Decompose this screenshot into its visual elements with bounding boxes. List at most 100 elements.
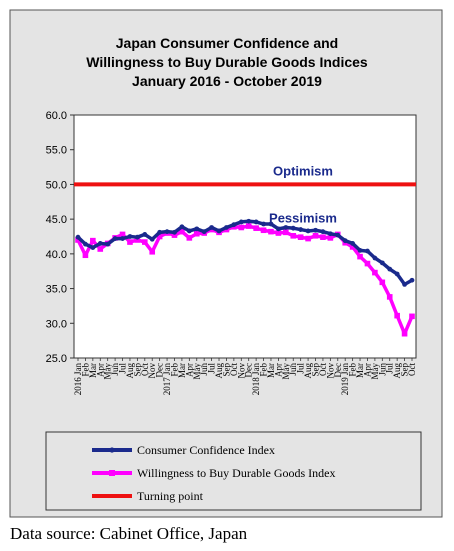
willingness-series-point — [82, 252, 89, 259]
confidence-series-point — [201, 229, 207, 235]
x-tick-label: Sep — [311, 363, 321, 377]
confidence-series-point — [164, 229, 170, 235]
confidence-series-point — [134, 234, 140, 240]
annotation-optimism: Optimism — [273, 163, 333, 178]
willingness-series-point — [320, 234, 326, 240]
x-tick-label: Apr — [184, 363, 194, 377]
x-tick-label: Apr — [362, 363, 372, 377]
confidence-series-point — [342, 238, 348, 244]
x-tick-label: Aug — [125, 363, 135, 379]
confidence-series-point — [276, 226, 281, 232]
confidence-series-point — [90, 245, 96, 251]
willingness-series-point — [260, 227, 267, 234]
x-tick-label: Jul — [385, 363, 395, 374]
x-tick-label: Oct — [318, 363, 328, 376]
y-tick-label: 35.0 — [46, 284, 67, 296]
confidence-series-point — [105, 241, 111, 247]
willingness-series-point — [75, 237, 81, 243]
confidence-series-point — [372, 255, 378, 261]
confidence-series-point — [290, 225, 296, 231]
y-tick-label: 60.0 — [46, 110, 67, 122]
willingness-series-point — [372, 269, 378, 276]
x-tick-label: Jun — [288, 363, 298, 376]
x-tick-label: Sep — [132, 363, 142, 377]
willingness-series-point — [283, 229, 289, 236]
confidence-series-point — [172, 229, 177, 235]
x-tick-label: Feb — [169, 363, 179, 377]
confidence-series-point — [149, 236, 155, 242]
confidence-series-point — [409, 277, 415, 283]
chart-frame: Japan Consumer Confidence and Willingness… — [9, 9, 443, 518]
chart-svg: Japan Consumer Confidence and Willingness… — [9, 9, 443, 518]
confidence-series-point — [209, 225, 215, 230]
legend-willingness-marker — [109, 470, 115, 476]
confidence-series-point — [194, 226, 200, 232]
willingness-series-point — [386, 294, 393, 300]
x-tick-label: 2016 Jan — [73, 363, 83, 396]
x-tick-label: Dec — [244, 363, 254, 378]
confidence-series-point — [238, 219, 244, 225]
y-tick-label: 25.0 — [46, 353, 67, 365]
confidence-series-point — [268, 221, 274, 227]
x-tick-label: Sep — [221, 363, 231, 377]
x-tick-label: May — [103, 363, 113, 380]
x-tick-label: 2017 Jan — [162, 363, 172, 396]
x-tick-label: May — [281, 363, 291, 380]
willingness-series-point — [357, 253, 363, 260]
x-tick-label: Jun — [110, 363, 120, 376]
x-tick-label: 2019 Jan — [340, 363, 350, 396]
willingness-series-point — [193, 230, 200, 237]
willingness-series-point — [171, 232, 178, 238]
willingness-series-point — [119, 231, 126, 238]
willingness-series-point — [149, 248, 156, 255]
confidence-series-point — [298, 227, 304, 232]
confidence-series-point — [335, 232, 341, 238]
willingness-series-point — [142, 239, 148, 245]
confidence-series-point — [120, 236, 125, 241]
confidence-series-point — [365, 248, 370, 254]
willingness-series-point — [179, 228, 185, 235]
x-tick-label: Mar — [177, 363, 187, 378]
confidence-series-point — [231, 222, 237, 228]
x-tick-label: Oct — [407, 363, 417, 376]
confidence-series-line — [76, 219, 413, 287]
x-tick-label: Apr — [273, 363, 283, 377]
x-tick-label: Oct — [229, 363, 239, 376]
willingness-series-point — [379, 279, 386, 286]
confidence-series-point — [112, 236, 118, 241]
x-tick-label: Aug — [214, 363, 224, 379]
chart-title-line: Willingness to Buy Durable Goods Indices — [86, 54, 368, 70]
x-tick-label: Jul — [296, 363, 306, 374]
confidence-series-point — [379, 260, 385, 266]
confidence-series-point — [179, 224, 185, 230]
confidence-series-point — [357, 247, 363, 253]
x-tick-label: Feb — [259, 363, 269, 377]
confidence-series-point — [261, 221, 266, 227]
confidence-series-point — [83, 241, 88, 247]
confidence-series-point — [313, 227, 318, 233]
x-tick-label: 2018 Jan — [251, 363, 261, 396]
willingness-series-point — [327, 235, 334, 241]
x-tick-label: Nov — [147, 363, 157, 379]
x-tick-label: Aug — [303, 363, 313, 379]
willingness-series-point — [253, 225, 259, 231]
confidence-series-point — [216, 228, 222, 234]
willingness-series-point — [409, 313, 415, 320]
willingness-series-point — [156, 233, 163, 240]
willingness-series-point — [297, 234, 304, 240]
x-tick-label: Nov — [325, 363, 335, 379]
confidence-series-point — [97, 241, 103, 246]
willingness-series-point — [238, 224, 245, 231]
x-tick-label: Apr — [95, 363, 105, 377]
willingness-series-point — [275, 230, 282, 236]
x-tick-label: Sep — [400, 363, 410, 377]
source-note: Data source: Cabinet Office, Japan — [10, 524, 248, 543]
willingness-series-line — [76, 224, 414, 336]
legend-confidence-marker — [109, 447, 115, 453]
confidence-series-point — [394, 271, 400, 277]
x-tick-label: Dec — [155, 363, 165, 378]
confidence-series-point — [186, 228, 192, 234]
confidence-series-point — [402, 282, 407, 287]
confidence-series-point — [157, 229, 163, 235]
confidence-series-point — [283, 225, 289, 230]
